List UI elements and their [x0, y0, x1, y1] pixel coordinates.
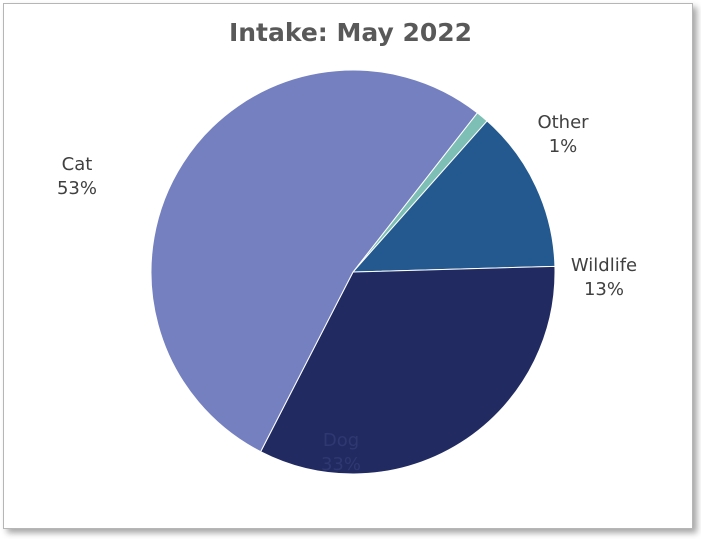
data-label-wildlife-name: Wildlife	[571, 255, 637, 276]
chart-title: Intake: May 2022	[228, 18, 473, 47]
data-label-other-name: Other	[537, 112, 589, 133]
pie-slice-cat	[150, 69, 479, 453]
data-label-cat-percent: 53%	[57, 178, 97, 199]
data-label-cat-name: Cat	[62, 154, 93, 175]
data-label-wildlife-percent: 13%	[584, 279, 624, 300]
data-label-dog-name: Dog	[323, 430, 359, 451]
pie-slice-dog	[259, 265, 556, 475]
pie-slice-wildlife	[351, 120, 556, 273]
data-label-other-percent: 1%	[549, 136, 578, 157]
data-label-dog-percent: 33%	[321, 454, 361, 475]
